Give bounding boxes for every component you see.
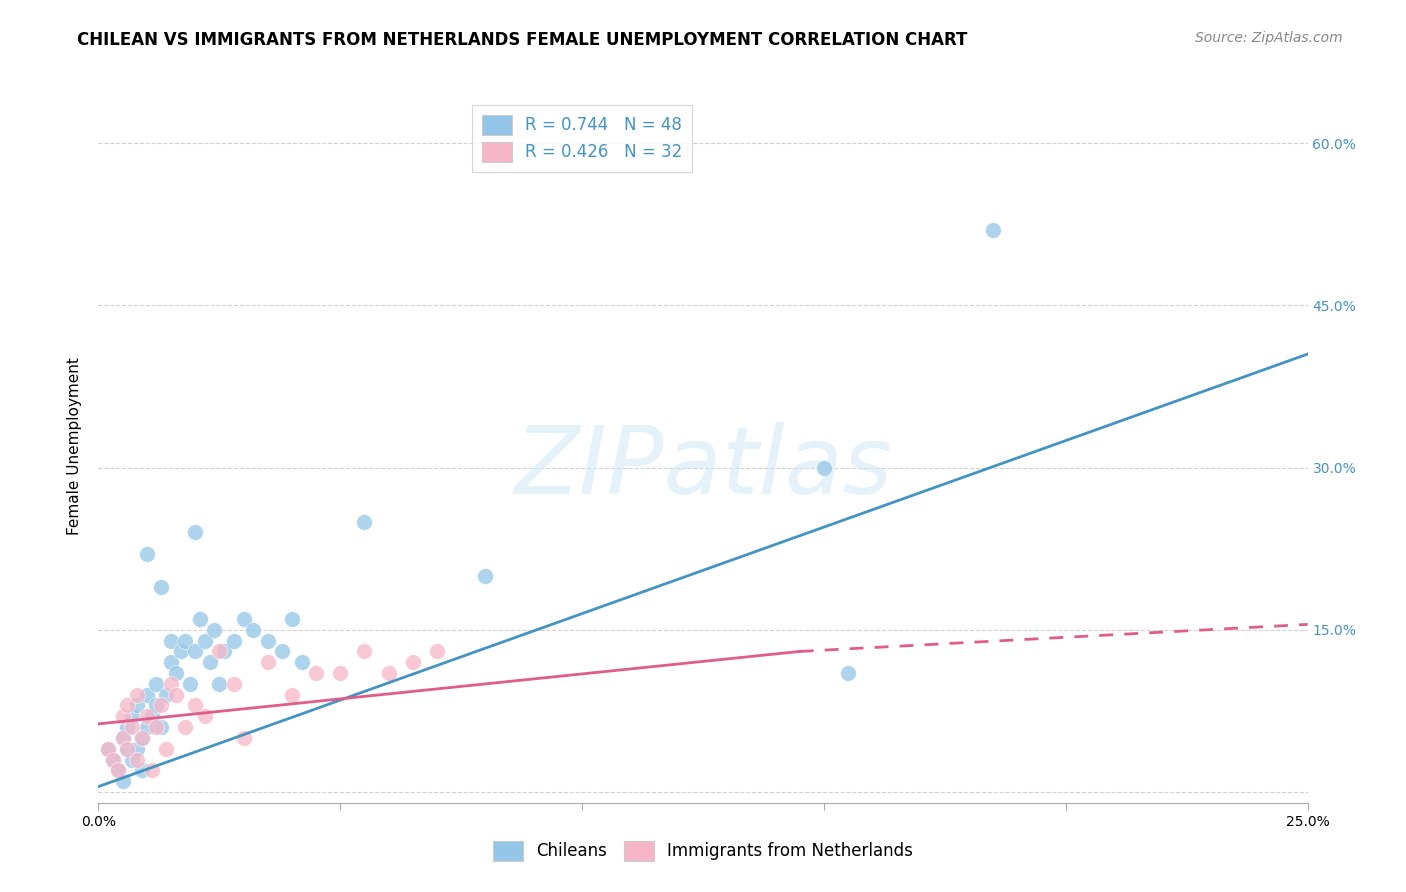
Point <box>155 688 177 702</box>
Point <box>141 709 163 723</box>
Point <box>813 460 835 475</box>
Point <box>377 666 399 681</box>
Point <box>174 720 197 734</box>
Point <box>837 666 859 681</box>
Point <box>107 764 129 778</box>
Point <box>117 741 139 756</box>
Point <box>131 764 153 778</box>
Point <box>131 731 153 745</box>
Point <box>160 633 183 648</box>
Point <box>111 774 134 789</box>
Text: Source: ZipAtlas.com: Source: ZipAtlas.com <box>1195 31 1343 45</box>
Point <box>198 655 221 669</box>
Legend: R = 0.744   N = 48, R = 0.426   N = 32: R = 0.744 N = 48, R = 0.426 N = 32 <box>472 104 692 172</box>
Point <box>256 633 278 648</box>
Point <box>204 623 226 637</box>
Point <box>353 515 375 529</box>
Point <box>194 709 217 723</box>
Y-axis label: Female Unemployment: Female Unemployment <box>67 357 83 535</box>
Point <box>117 698 139 713</box>
Point <box>111 709 134 723</box>
Point <box>184 644 207 658</box>
Point <box>188 612 211 626</box>
Point <box>271 644 294 658</box>
Point <box>145 720 167 734</box>
Point <box>184 698 207 713</box>
Point <box>150 698 173 713</box>
Point <box>222 677 245 691</box>
Point <box>155 741 177 756</box>
Point <box>305 666 328 681</box>
Point <box>174 633 197 648</box>
Point <box>426 644 449 658</box>
Text: CHILEAN VS IMMIGRANTS FROM NETHERLANDS FEMALE UNEMPLOYMENT CORRELATION CHART: CHILEAN VS IMMIGRANTS FROM NETHERLANDS F… <box>77 31 967 49</box>
Point <box>117 720 139 734</box>
Point <box>222 633 245 648</box>
Point <box>165 666 187 681</box>
Point <box>160 677 183 691</box>
Point <box>111 731 134 745</box>
Point <box>160 655 183 669</box>
Point <box>165 688 187 702</box>
Point <box>127 753 149 767</box>
Point <box>232 731 254 745</box>
Point <box>474 568 496 582</box>
Point <box>150 580 173 594</box>
Point <box>150 720 173 734</box>
Point <box>101 753 124 767</box>
Point <box>290 655 312 669</box>
Point <box>127 698 149 713</box>
Point <box>131 731 153 745</box>
Point <box>121 709 143 723</box>
Point <box>127 688 149 702</box>
Point <box>111 731 134 745</box>
Point <box>101 753 124 767</box>
Point <box>353 644 375 658</box>
Point <box>121 720 143 734</box>
Point <box>179 677 201 691</box>
Point <box>281 688 304 702</box>
Point <box>981 223 1004 237</box>
Point <box>127 741 149 756</box>
Point <box>169 644 191 658</box>
Point <box>194 633 217 648</box>
Point <box>117 741 139 756</box>
Point <box>145 698 167 713</box>
Point <box>402 655 425 669</box>
Point <box>208 644 231 658</box>
Point <box>141 764 163 778</box>
Point <box>135 720 157 734</box>
Point <box>121 753 143 767</box>
Point <box>107 764 129 778</box>
Point <box>232 612 254 626</box>
Point <box>97 741 120 756</box>
Point <box>212 644 235 658</box>
Point <box>135 688 157 702</box>
Point <box>242 623 264 637</box>
Point <box>208 677 231 691</box>
Legend: Chileans, Immigrants from Netherlands: Chileans, Immigrants from Netherlands <box>486 834 920 868</box>
Point <box>329 666 352 681</box>
Point <box>135 547 157 561</box>
Point <box>135 709 157 723</box>
Point <box>145 677 167 691</box>
Point <box>184 525 207 540</box>
Point <box>256 655 278 669</box>
Point <box>97 741 120 756</box>
Point <box>281 612 304 626</box>
Text: ZIPatlas: ZIPatlas <box>515 422 891 513</box>
